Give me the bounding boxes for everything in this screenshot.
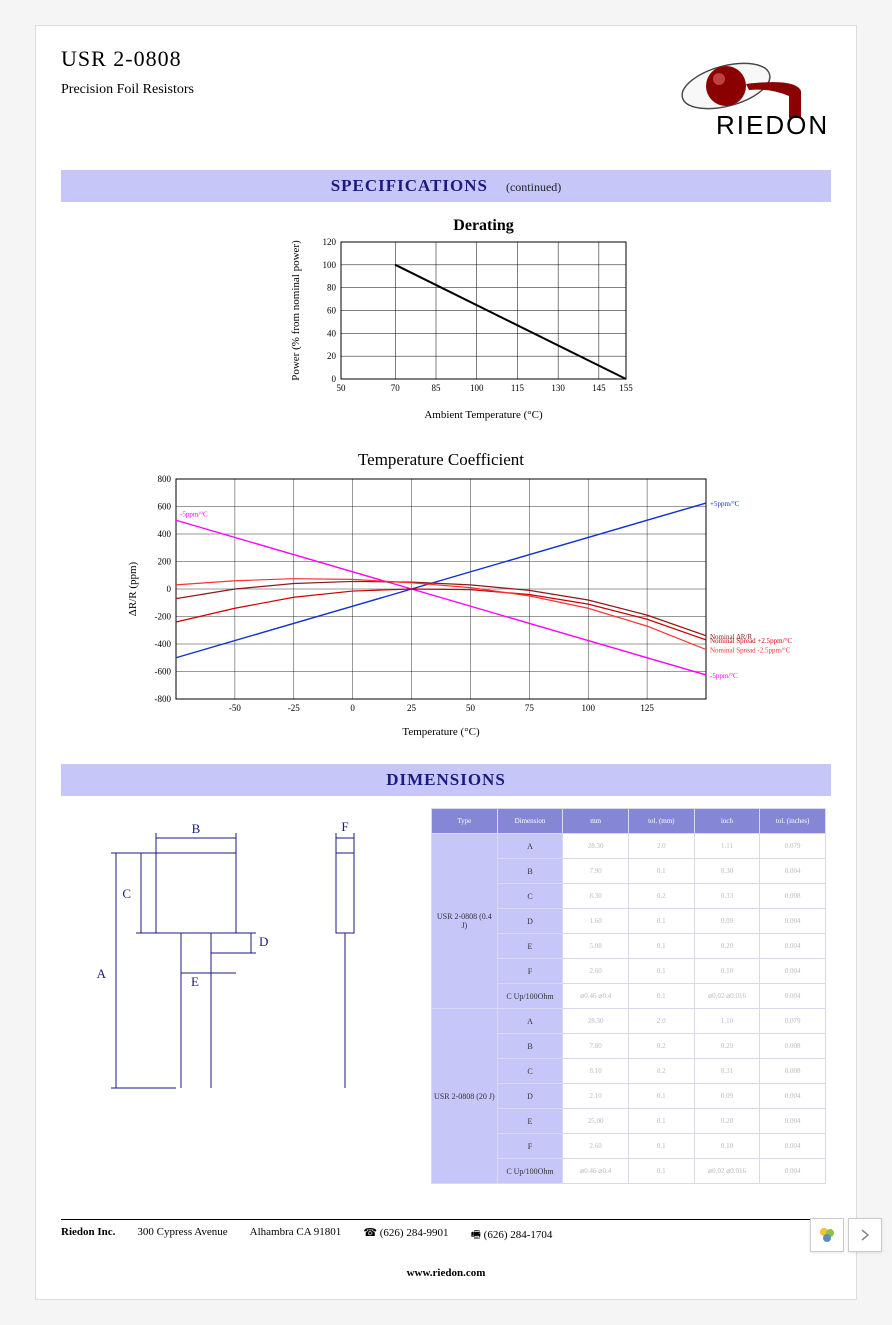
svg-text:50: 50 bbox=[466, 703, 476, 713]
svg-text:75: 75 bbox=[525, 703, 535, 713]
footer: Riedon Inc. 300 Cypress Avenue Alhambra … bbox=[61, 1219, 831, 1279]
dimensions-title: DIMENSIONS bbox=[386, 770, 506, 789]
table-row: USR 2-0808 (20 J)A28.302.01.100.079 bbox=[432, 1009, 826, 1034]
footer-fax: 🖷 (626) 284-1704 bbox=[471, 1226, 553, 1245]
svg-text:B: B bbox=[192, 821, 201, 836]
svg-text:85: 85 bbox=[432, 383, 442, 393]
svg-text:25: 25 bbox=[407, 703, 417, 713]
svg-text:E: E bbox=[191, 974, 199, 989]
page-nav-widget[interactable] bbox=[810, 1218, 882, 1252]
svg-text:100: 100 bbox=[470, 383, 484, 393]
svg-text:20: 20 bbox=[327, 351, 337, 361]
svg-text:400: 400 bbox=[158, 529, 172, 539]
svg-text:50: 50 bbox=[337, 383, 347, 393]
svg-text:Nominal ΔR/R: Nominal ΔR/R bbox=[710, 633, 752, 641]
specifications-note: (continued) bbox=[506, 180, 561, 194]
svg-text:Power (% from nominal power): Power (% from nominal power) bbox=[290, 240, 302, 381]
svg-text:120: 120 bbox=[323, 237, 337, 247]
svg-text:-5ppm/°C: -5ppm/°C bbox=[710, 672, 738, 680]
svg-text:-25: -25 bbox=[288, 703, 300, 713]
svg-text:C: C bbox=[122, 886, 131, 901]
dimension-drawing: A B C D E F bbox=[61, 808, 401, 1108]
svg-text:-600: -600 bbox=[155, 667, 172, 677]
svg-text:-5ppm/°C: -5ppm/°C bbox=[180, 510, 208, 518]
svg-text:D: D bbox=[259, 934, 268, 949]
table-row: USR 2-0808 (0.4 J)A28.302.01.110.079 bbox=[432, 834, 826, 859]
datasheet-page: USR 2-0808 Precision Foil Resistors RIED… bbox=[35, 25, 857, 1300]
svg-text:-200: -200 bbox=[155, 612, 172, 622]
svg-text:800: 800 bbox=[158, 474, 172, 484]
dimensions-bar: DIMENSIONS bbox=[61, 764, 831, 796]
svg-text:200: 200 bbox=[158, 557, 172, 567]
widget-logo-icon[interactable] bbox=[810, 1218, 844, 1252]
svg-text:Derating: Derating bbox=[453, 217, 513, 234]
specifications-title: SPECIFICATIONS bbox=[331, 176, 488, 195]
svg-text:Nominal Spread -2.5ppm/°C: Nominal Spread -2.5ppm/°C bbox=[710, 647, 791, 655]
svg-text:Temperature Coefficient: Temperature Coefficient bbox=[358, 450, 524, 469]
svg-text:-50: -50 bbox=[229, 703, 241, 713]
svg-text:+5ppm/°C: +5ppm/°C bbox=[710, 500, 740, 508]
svg-text:0: 0 bbox=[350, 703, 355, 713]
svg-text:100: 100 bbox=[581, 703, 595, 713]
svg-text:0: 0 bbox=[332, 374, 337, 384]
svg-text:RIEDON: RIEDON bbox=[716, 110, 829, 140]
svg-text:ΔR/R (ppm): ΔR/R (ppm) bbox=[127, 561, 139, 616]
svg-text:-800: -800 bbox=[155, 694, 172, 704]
svg-text:155: 155 bbox=[619, 383, 633, 393]
svg-text:F: F bbox=[341, 819, 348, 834]
svg-text:0: 0 bbox=[167, 584, 172, 594]
svg-text:115: 115 bbox=[511, 383, 525, 393]
dimensions-table: TypeDimensionmmtol. (mm)inchtol. (inches… bbox=[431, 808, 826, 1184]
tc-chart: Temperature Coefficient -50 -25 0 25 50 75 100 1… bbox=[61, 449, 831, 744]
footer-city: Alhambra CA 91801 bbox=[250, 1226, 342, 1245]
derating-chart: Derating 50 70 85 100 115 130 145 155 0 20 40 60 80 10… bbox=[61, 214, 831, 429]
svg-text:125: 125 bbox=[640, 703, 654, 713]
svg-text:Ambient Temperature (°C): Ambient Temperature (°C) bbox=[424, 409, 543, 421]
svg-text:Temperature (°C): Temperature (°C) bbox=[402, 726, 480, 738]
svg-text:A: A bbox=[97, 966, 107, 981]
footer-address: 300 Cypress Avenue bbox=[137, 1226, 227, 1245]
svg-text:145: 145 bbox=[592, 383, 606, 393]
footer-company: Riedon Inc. bbox=[61, 1226, 115, 1245]
brand-logo: RIEDON bbox=[601, 46, 831, 141]
svg-text:600: 600 bbox=[158, 502, 172, 512]
svg-text:80: 80 bbox=[327, 283, 337, 293]
svg-text:-400: -400 bbox=[155, 639, 172, 649]
svg-text:60: 60 bbox=[327, 306, 337, 316]
svg-text:70: 70 bbox=[391, 383, 401, 393]
specifications-bar: SPECIFICATIONS (continued) bbox=[61, 170, 831, 202]
footer-phone: ☎ (626) 284-9901 bbox=[363, 1226, 448, 1245]
svg-text:100: 100 bbox=[323, 260, 337, 270]
header: USR 2-0808 Precision Foil Resistors RIED… bbox=[61, 46, 831, 152]
svg-text:40: 40 bbox=[327, 328, 337, 338]
dimensions-content: A B C D E F TypeDimensionmmtol. (mm)inchtol. … bbox=[61, 808, 831, 1184]
footer-url: www.riedon.com bbox=[61, 1267, 831, 1279]
next-page-icon[interactable] bbox=[848, 1218, 882, 1252]
svg-text:130: 130 bbox=[551, 383, 565, 393]
